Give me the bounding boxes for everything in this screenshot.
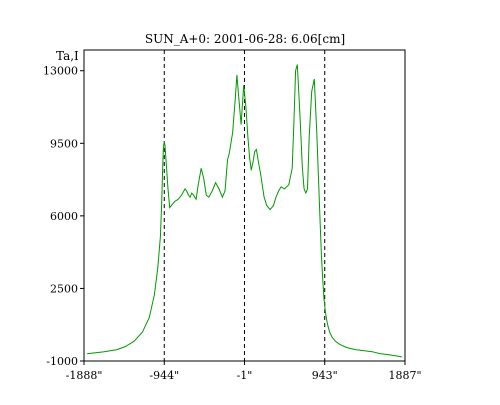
- x-tick-label: 1887": [388, 369, 421, 382]
- chart-title: SUN_A+0: 2001-06-28: 6.06[cm]: [145, 32, 345, 46]
- y-tick-label: 13000: [43, 65, 78, 78]
- y-tick-label: 2500: [50, 282, 78, 295]
- y-tick-label: -1000: [46, 355, 78, 368]
- y-axis-ticks: 13000 9500 6000 2500 -1000: [43, 65, 84, 368]
- x-tick-label: -944": [149, 369, 179, 382]
- x-axis-ticks: -1888" -944" -1" 943" 1887": [66, 361, 422, 382]
- x-tick-label: -1": [237, 369, 253, 382]
- series-line: [87, 64, 402, 358]
- y-tick-label: 9500: [50, 137, 78, 150]
- y-axis-label: Ta,I: [56, 49, 79, 63]
- y-tick-label: 6000: [50, 210, 78, 223]
- x-tick-label: -1888": [66, 369, 103, 382]
- series-layer: [87, 64, 402, 358]
- x-tick-label: 943": [312, 369, 338, 382]
